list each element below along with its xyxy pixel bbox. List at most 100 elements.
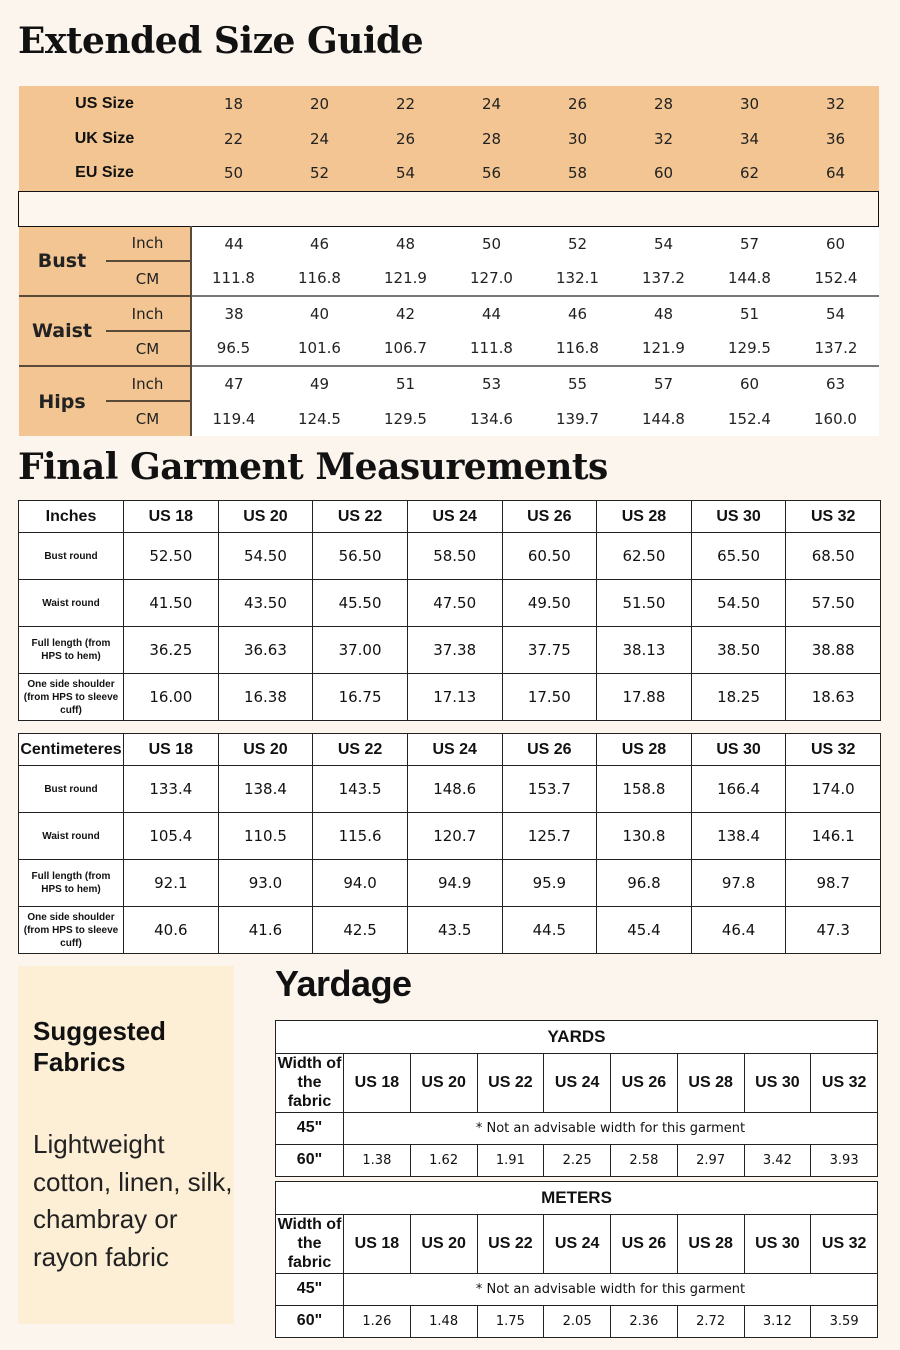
measurement-value: 18.63 <box>785 673 881 721</box>
measurement-value: 111.8 <box>447 331 535 367</box>
size-value: 62 <box>706 156 793 191</box>
measurement-group-label: Waist <box>18 296 106 367</box>
yardage-value: 1.26 <box>343 1304 411 1338</box>
width-45-row: 45" * Not an advisable width for this gar… <box>275 1272 878 1306</box>
row-label: Full length (from HPS to hem) <box>18 626 124 674</box>
size-column-header: US 22 <box>312 733 408 766</box>
measurement-value: 63 <box>792 366 879 401</box>
measurement-value: 41.50 <box>123 579 219 627</box>
measurement-value: 57.50 <box>785 579 881 627</box>
measurement-value: 50 <box>448 226 535 261</box>
row-label: Waist round <box>18 579 124 627</box>
measurement-value: 116.8 <box>275 261 363 297</box>
size-system-label: US Size <box>18 86 191 121</box>
fabric-width-label: 60" <box>275 1304 344 1338</box>
yardage-value: 2.05 <box>543 1304 611 1338</box>
measurement-value: 51 <box>362 366 449 401</box>
measurement-value: 37.75 <box>501 626 598 674</box>
suggested-fabrics-box: Suggested Fabrics Lightweight cotton, li… <box>18 966 234 1324</box>
measurement-value: 65.50 <box>690 532 787 580</box>
measurement-value: 17.13 <box>406 673 503 721</box>
row-label: Waist round <box>18 812 124 860</box>
measurement-value: 98.7 <box>785 859 881 907</box>
measurement-value: 60.50 <box>501 532 598 580</box>
header-row: Width of the fabric US 18 US 20 US 22 US 24 U… <box>275 1053 878 1113</box>
size-value: 52 <box>276 156 363 191</box>
measurement-value: 44.5 <box>501 906 598 954</box>
unit-label-inch: Inch <box>105 226 192 262</box>
size-column-header: US 30 <box>690 500 787 533</box>
measurement-value: 124.5 <box>276 401 363 436</box>
measurement-value: 16.38 <box>217 673 314 721</box>
measurement-value: 152.4 <box>791 261 879 297</box>
measurement-value: 93.0 <box>217 859 314 907</box>
table-row: Full length (from HPS to hem) 36.25 36.63 3… <box>18 626 881 674</box>
measurement-value: 37.00 <box>312 626 408 674</box>
size-column-header: US 22 <box>476 1053 545 1113</box>
fabrics-title: Suggested Fabrics <box>33 1016 166 1078</box>
measurement-value: 41.6 <box>217 906 314 954</box>
measurement-value: 96.8 <box>596 859 692 907</box>
measurement-value: 62.50 <box>596 532 692 580</box>
yardage-value: 1.48 <box>409 1304 478 1338</box>
measurement-value: 133.4 <box>123 765 219 813</box>
size-column-header: US 28 <box>596 500 692 533</box>
unit-title-row: YARDS <box>275 1020 878 1054</box>
yardage-value: 1.75 <box>476 1304 545 1338</box>
measurement-value: 46 <box>276 226 363 261</box>
measurement-value: 137.2 <box>791 331 879 367</box>
measurement-value: 42 <box>362 296 449 331</box>
size-column-header: US 28 <box>676 1214 745 1274</box>
measurement-value: 47.3 <box>785 906 881 954</box>
size-column-header: US 24 <box>406 733 503 766</box>
width-45-row: 45" * Not an advisable width for this gar… <box>275 1111 878 1145</box>
measurement-value: 120.7 <box>406 812 503 860</box>
measurement-value: 43.50 <box>217 579 314 627</box>
measurement-value: 40.6 <box>123 906 219 954</box>
size-column-header: US 26 <box>610 1053 678 1113</box>
size-value: 22 <box>190 121 277 156</box>
measurement-value: 152.4 <box>706 401 793 436</box>
size-system-label: UK Size <box>18 121 191 156</box>
measurement-value: 137.2 <box>619 261 707 297</box>
measurement-value: 166.4 <box>690 765 787 813</box>
size-column-header: US 20 <box>217 733 314 766</box>
measurement-value: 94.9 <box>406 859 503 907</box>
measurement-value: 138.4 <box>690 812 787 860</box>
unit-title: METERS <box>275 1181 878 1215</box>
size-value: 24 <box>448 86 535 121</box>
size-value: 20 <box>276 86 363 121</box>
yards-table: YARDS Width of the fabric US 18 US 20 US 22 U… <box>275 1020 878 1177</box>
size-value: 32 <box>620 121 707 156</box>
measurement-value: 110.5 <box>217 812 314 860</box>
table-row: One side shoulder (from HPS to sleeve cu… <box>18 673 881 721</box>
measurement-value: 38.88 <box>785 626 881 674</box>
measurement-value: 130.8 <box>596 812 692 860</box>
size-value: 32 <box>792 86 879 121</box>
measurement-value: 54 <box>620 226 707 261</box>
measurement-value: 115.6 <box>312 812 408 860</box>
unit-header: Centimeteres <box>18 733 124 766</box>
size-column-header: US 24 <box>543 1214 611 1274</box>
row-label: One side shoulder (from HPS to sleeve cu… <box>18 906 124 954</box>
row-label: One side shoulder (from HPS to sleeve cu… <box>18 673 124 721</box>
table-row: Full length (from HPS to hem) 92.1 93.0 94.… <box>18 859 881 907</box>
size-column-header: US 30 <box>743 1214 812 1274</box>
measurement-value: 37.38 <box>406 626 503 674</box>
garment-inches-table: Inches US 18 US 20 US 22 US 24 US 26 US 28 US 3… <box>18 500 881 721</box>
measurement-value: 95.9 <box>501 859 598 907</box>
meters-table: METERS Width of the fabric US 18 US 20 US 22… <box>275 1181 878 1338</box>
size-value: 26 <box>362 121 449 156</box>
measurement-row-inch: Waist Inch 38 40 42 44 46 48 51 54 <box>18 296 879 367</box>
unit-label-cm: CM <box>105 331 192 367</box>
size-value: 58 <box>534 156 621 191</box>
size-column-header: US 32 <box>785 500 881 533</box>
size-header-row: EU Size 50 52 54 56 58 60 62 64 <box>18 156 879 191</box>
measurement-row-cm: CM 96.5 101.6 106.7 111.8 116.8 121.9 129.5 137.… <box>19 331 879 367</box>
table-row: Waist round 105.4 110.5 115.6 120.7 125.7 130.… <box>18 812 881 860</box>
width-60-row: 60" 1.26 1.48 1.75 2.05 2.36 2.72 3.12 3.59 <box>275 1304 878 1338</box>
measurement-value: 125.7 <box>501 812 598 860</box>
unit-header: Inches <box>18 500 124 533</box>
size-column-header: US 24 <box>406 500 503 533</box>
size-column-header: US 26 <box>501 733 598 766</box>
